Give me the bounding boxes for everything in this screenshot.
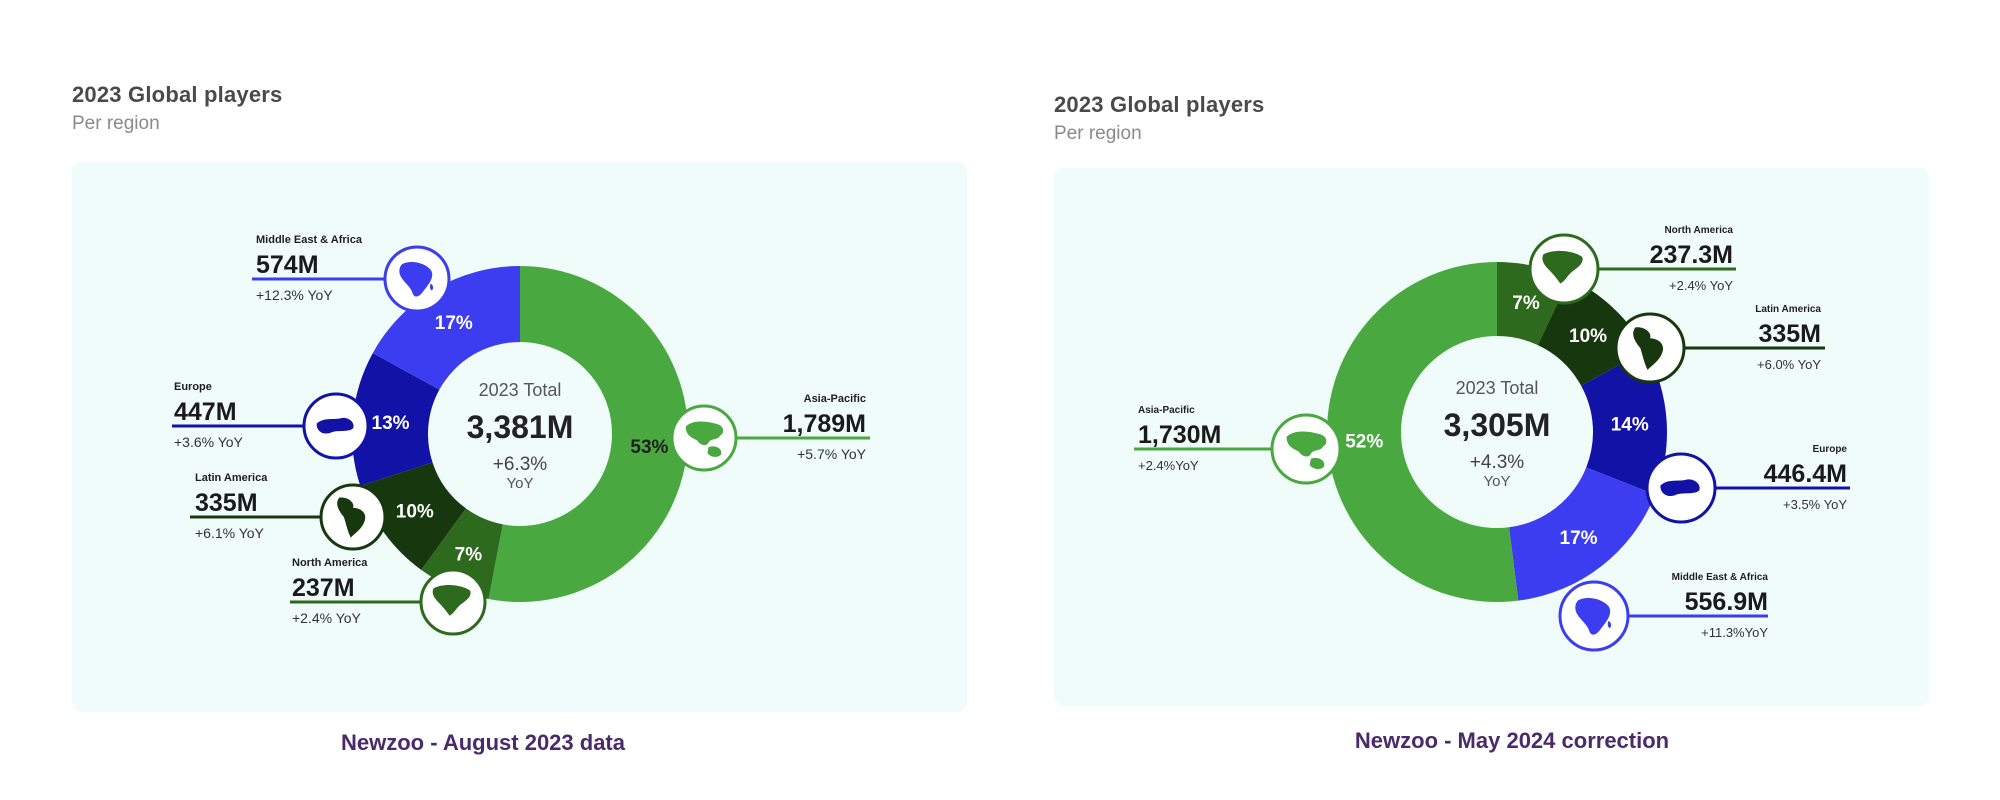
callout-north_america: North America 237.3M +2.4% YoY [1528,225,1736,305]
center-total: 3,381M [467,409,574,445]
slice-asia_pacific [1326,262,1519,602]
left-panel-subtitle: Per region [72,113,160,134]
europe-map-icon [1645,452,1717,524]
europe-map-icon-shape-0 [316,417,354,434]
slice-middle_east_africa [1509,467,1656,601]
callout-middle_east_africa: Middle East & Africa 556.9M +11.3%YoY [1558,572,1769,652]
europe-map-icon-shape-0 [1660,479,1700,497]
asia-pacific-map-icon-shape-0 [685,421,724,446]
region-value-north_america: 237.3M [1650,241,1733,269]
slice-asia_pacific [488,266,689,602]
left-caption: Newzoo - August 2023 data [340,730,625,755]
region-yoy-latin_america: +6.1% YoY [195,525,265,541]
region-yoy-north_america: +2.4% YoY [1669,278,1733,293]
region-name-latin_america: Latin America [1755,304,1821,315]
callout-asia_pacific: Asia-Pacific 1,789M +5.7% YoY [670,393,870,472]
right-caption: Newzoo - May 2024 correction [1354,728,1670,753]
region-yoy-europe: +3.5% YoY [1783,497,1847,512]
slice-label-north_america: 7% [1512,293,1540,314]
region-name-asia_pacific: Asia-Pacific [804,393,866,405]
region-yoy-middle_east_africa: +11.3%YoY [1701,625,1768,640]
slice-label-north_america: 7% [455,544,483,565]
region-name-latin_america: Latin America [195,472,268,484]
donut-chart-0: 53% 7% 10% 13% 17% 2023 Total 3,381M +6.3%YoY As… [172,234,870,636]
region-value-latin_america: 335M [195,489,258,517]
donut-chart-1: 7% 10% 14% 17% 52% 2023 Total 3,305M +4.3%YoY No… [1134,225,1850,652]
africa-map-icon-shape-0 [1575,598,1611,635]
callout-europe: Europe 447M +3.6% YoY [172,381,370,460]
region-yoy-asia_pacific: +2.4%YoY [1138,458,1199,473]
right-panel-subtitle: Per region [1054,123,1142,144]
left-panel-title: 2023 Global players [72,82,283,107]
region-name-europe: Europe [174,381,212,393]
right-panel-title: 2023 Global players [1054,92,1265,117]
slice-europe [1581,350,1667,495]
slice-label-middle_east_africa: 17% [1560,528,1598,549]
region-name-asia_pacific: Asia-Pacific [1138,405,1195,416]
africa-map-icon [383,245,451,313]
region-value-middle_east_africa: 574M [256,251,319,279]
region-value-middle_east_africa: 556.9M [1685,588,1768,616]
africa-map-icon-shape-1 [1607,620,1612,629]
asia-pacific-map-icon-shape-0 [1286,431,1327,457]
center-title: 2023 Total [1456,378,1539,398]
slice-latin_america [360,462,466,570]
callout-latin_america: Latin America 335M +6.1% YoY [190,472,387,551]
right-chart-card [1054,168,1929,706]
africa-map-icon [1558,580,1630,652]
center-total: 3,305M [1444,407,1551,443]
asia-pacific-map-icon [670,404,738,472]
region-yoy-asia_pacific: +5.7% YoY [797,446,867,462]
center-yoy: +6.3% [493,454,548,475]
slice-label-asia_pacific: 52% [1345,431,1383,452]
latin-america-map-icon [319,483,387,551]
region-value-north_america: 237M [292,574,355,602]
latin-america-map-icon [1614,312,1686,384]
region-yoy-middle_east_africa: +12.3% YoY [256,287,333,303]
asia-pacific-map-icon [1270,413,1342,485]
north-america-map-icon-shape-0 [432,584,471,616]
center-yoy-unit: YoY [1484,473,1511,490]
region-yoy-europe: +3.6% YoY [174,434,244,450]
center-yoy: +4.3% [1470,452,1525,473]
region-yoy-latin_america: +6.0% YoY [1757,357,1821,372]
slice-label-europe: 14% [1611,415,1649,436]
region-yoy-north_america: +2.4% YoY [292,610,362,626]
callout-europe: Europe 446.4M +3.5% YoY [1645,444,1850,524]
center-title: 2023 Total [479,380,562,400]
africa-map-icon-shape-1 [429,283,434,291]
callout-latin_america: Latin America 335M +6.0% YoY [1614,304,1825,384]
region-name-europe: Europe [1813,444,1848,455]
region-name-north_america: North America [292,557,368,569]
africa-map-icon-shape-0 [399,262,433,297]
region-value-latin_america: 335M [1758,320,1821,348]
center-yoy-unit: YoY [507,475,534,492]
region-name-middle_east_africa: Middle East & Africa [256,234,363,246]
slice-label-latin_america: 10% [1569,326,1607,347]
europe-map-icon [302,392,370,460]
region-name-middle_east_africa: Middle East & Africa [1672,572,1769,583]
slice-label-europe: 13% [372,413,410,434]
region-value-europe: 447M [174,398,237,426]
region-value-asia_pacific: 1,789M [783,410,866,438]
latin-america-map-icon-shape-0 [337,497,366,538]
slice-label-latin_america: 10% [396,501,434,522]
asia-pacific-map-icon-shape-1 [1309,457,1325,470]
north-america-map-icon-shape-0 [1542,250,1583,284]
callout-north_america: North America 237M +2.4% YoY [290,557,487,636]
region-name-north_america: North America [1664,225,1733,236]
region-value-europe: 446.4M [1764,460,1847,488]
slice-label-asia_pacific: 53% [630,437,668,458]
callout-asia_pacific: Asia-Pacific 1,730M +2.4%YoY [1134,405,1342,485]
slice-europe [352,353,440,486]
north-america-map-icon [419,568,487,636]
region-value-asia_pacific: 1,730M [1138,421,1221,449]
slice-label-middle_east_africa: 17% [435,313,473,334]
callout-middle_east_africa: Middle East & Africa 574M +12.3% YoY [252,234,451,313]
north-america-map-icon [1528,233,1600,305]
asia-pacific-map-icon-shape-1 [707,446,722,457]
latin-america-map-icon-shape-0 [1633,327,1664,370]
slice-middle_east_africa [372,266,520,390]
